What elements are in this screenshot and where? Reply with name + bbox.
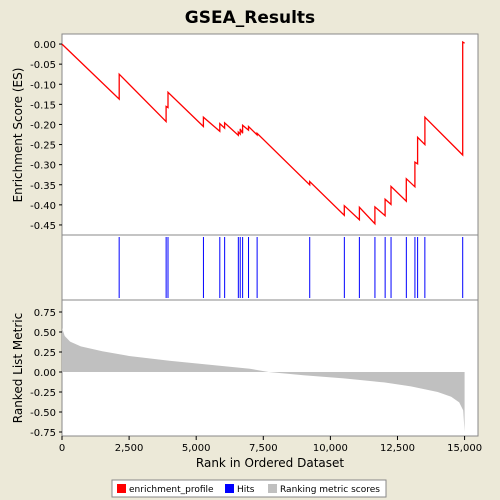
es-y-tick-label: -0.20 xyxy=(30,120,56,131)
es-y-tick-label: -0.45 xyxy=(30,221,56,232)
es-plot-area xyxy=(61,33,479,236)
legend-box xyxy=(111,479,387,498)
es-y-tick-label: -0.05 xyxy=(30,60,56,71)
ranking-y-axis: 0.75 0.50 0.25 0.00 -0.25 -0.50 -0.75 xyxy=(30,308,62,439)
ranking-y-axis-label: Ranked List Metric xyxy=(11,313,25,423)
x-tick-label: 7,500 xyxy=(249,443,278,454)
ranking-y-tick-label: -0.25 xyxy=(30,388,56,399)
es-y-tick-label: -0.30 xyxy=(30,161,56,172)
ranking-metric-area xyxy=(62,328,465,432)
legend-label-hits: Hits xyxy=(237,485,255,495)
x-tick-label: 12,500 xyxy=(380,443,415,454)
es-y-axis: 0.00 -0.05 -0.10 -0.15 -0.20 -0.25 -0.30 -0.35 -… xyxy=(30,40,62,232)
es-y-tick-label: -0.35 xyxy=(30,181,56,192)
hits-marks xyxy=(118,237,464,298)
x-axis: 0 2,500 5,000 7,500 10,000 12,500 15,000 xyxy=(59,436,482,454)
legend-swatch-hits xyxy=(225,484,234,493)
legend-label-ranking-metric: Ranking metric scores xyxy=(280,485,380,495)
hits-plot-area xyxy=(61,234,479,301)
es-panel: 0.00 -0.05 -0.10 -0.15 -0.20 -0.25 -0.30 -0.35 -… xyxy=(11,33,479,236)
legend-swatch-enrichment-profile xyxy=(117,484,126,493)
ranking-y-tick-label: 0.50 xyxy=(34,328,56,339)
enrichment-profile-line xyxy=(61,40,465,226)
ranking-y-tick-label: -0.50 xyxy=(30,408,56,419)
x-tick-label: 10,000 xyxy=(313,443,348,454)
ranking-y-tick-label: 0.00 xyxy=(34,368,56,379)
x-tick-label: 0 xyxy=(59,443,65,454)
x-tick-label: 15,000 xyxy=(447,443,482,454)
ranking-y-tick-label: 0.75 xyxy=(34,308,56,319)
es-y-tick-label: 0.00 xyxy=(34,40,56,51)
ranking-panel: 0.75 0.50 0.25 0.00 -0.25 -0.50 -0.75 Ranked L… xyxy=(11,299,479,439)
ranking-y-tick-label: -0.75 xyxy=(30,428,56,439)
es-y-axis-label: Enrichment Score (ES) xyxy=(11,68,25,203)
legend-label-enrichment-profile: enrichment_profile xyxy=(129,485,214,495)
es-y-tick-label: -0.40 xyxy=(30,201,56,212)
legend-swatch-ranking-metric xyxy=(268,484,277,493)
x-tick-label: 2,500 xyxy=(115,443,144,454)
legend: enrichment_profile Hits Ranking metric s… xyxy=(111,479,387,498)
x-axis-label: Rank in Ordered Dataset xyxy=(196,456,344,470)
es-y-tick-label: -0.25 xyxy=(30,141,56,152)
ranking-y-tick-label: 0.25 xyxy=(34,348,56,359)
x-tick-label: 5,000 xyxy=(182,443,211,454)
es-y-tick-label: -0.15 xyxy=(30,100,56,111)
es-y-tick-label: -0.10 xyxy=(30,80,56,91)
hits-panel xyxy=(61,234,479,301)
chart-title: GSEA_Results xyxy=(185,8,315,28)
